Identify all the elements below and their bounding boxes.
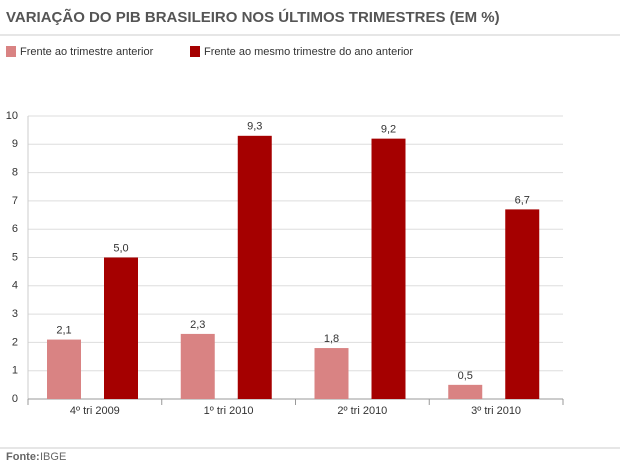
y-tick-label: 1 <box>12 365 18 377</box>
bar <box>237 135 272 399</box>
legend-label: Frente ao trimestre anterior <box>20 46 154 58</box>
x-tick-label: 4º tri 2009 <box>70 405 120 417</box>
y-tick-label: 2 <box>12 336 18 348</box>
y-tick-label: 7 <box>12 195 18 207</box>
value-label: 2,3 <box>190 319 205 331</box>
legend-label: Frente ao mesmo trimestre do ano anterio… <box>204 46 413 58</box>
x-tick-label: 1º tri 2010 <box>204 405 254 417</box>
y-tick-label: 8 <box>12 167 18 179</box>
legend-swatch <box>6 46 16 57</box>
y-tick-label: 6 <box>12 223 18 235</box>
y-tick-label: 5 <box>12 251 18 263</box>
chart-title: VARIAÇÃO DO PIB BRASILEIRO NOS ÚLTIMOS T… <box>6 8 500 26</box>
value-label: 9,3 <box>247 121 262 133</box>
value-label: 9,2 <box>381 124 396 136</box>
y-tick-label: 10 <box>6 110 18 122</box>
x-tick-label: 2º tri 2010 <box>337 405 387 417</box>
bar <box>371 138 406 399</box>
bar <box>448 384 483 399</box>
y-tick-label: 3 <box>12 308 18 320</box>
source: IBGE <box>40 451 66 463</box>
y-tick-label: 9 <box>12 138 18 150</box>
value-label: 2,1 <box>56 324 71 336</box>
bar <box>180 333 215 399</box>
legend-swatch <box>190 46 200 57</box>
value-label: 1,8 <box>324 333 339 345</box>
value-label: 5,0 <box>113 242 128 254</box>
y-tick-label: 0 <box>12 393 18 405</box>
value-label: 6,7 <box>515 194 530 206</box>
value-label: 0,5 <box>458 370 473 382</box>
bar <box>47 339 81 399</box>
bar <box>104 257 138 399</box>
x-tick-label: 3º tri 2010 <box>471 405 521 417</box>
y-tick-label: 4 <box>12 280 18 292</box>
source-label: Fonte: <box>6 451 40 463</box>
bar <box>505 209 540 399</box>
bar <box>314 348 349 399</box>
